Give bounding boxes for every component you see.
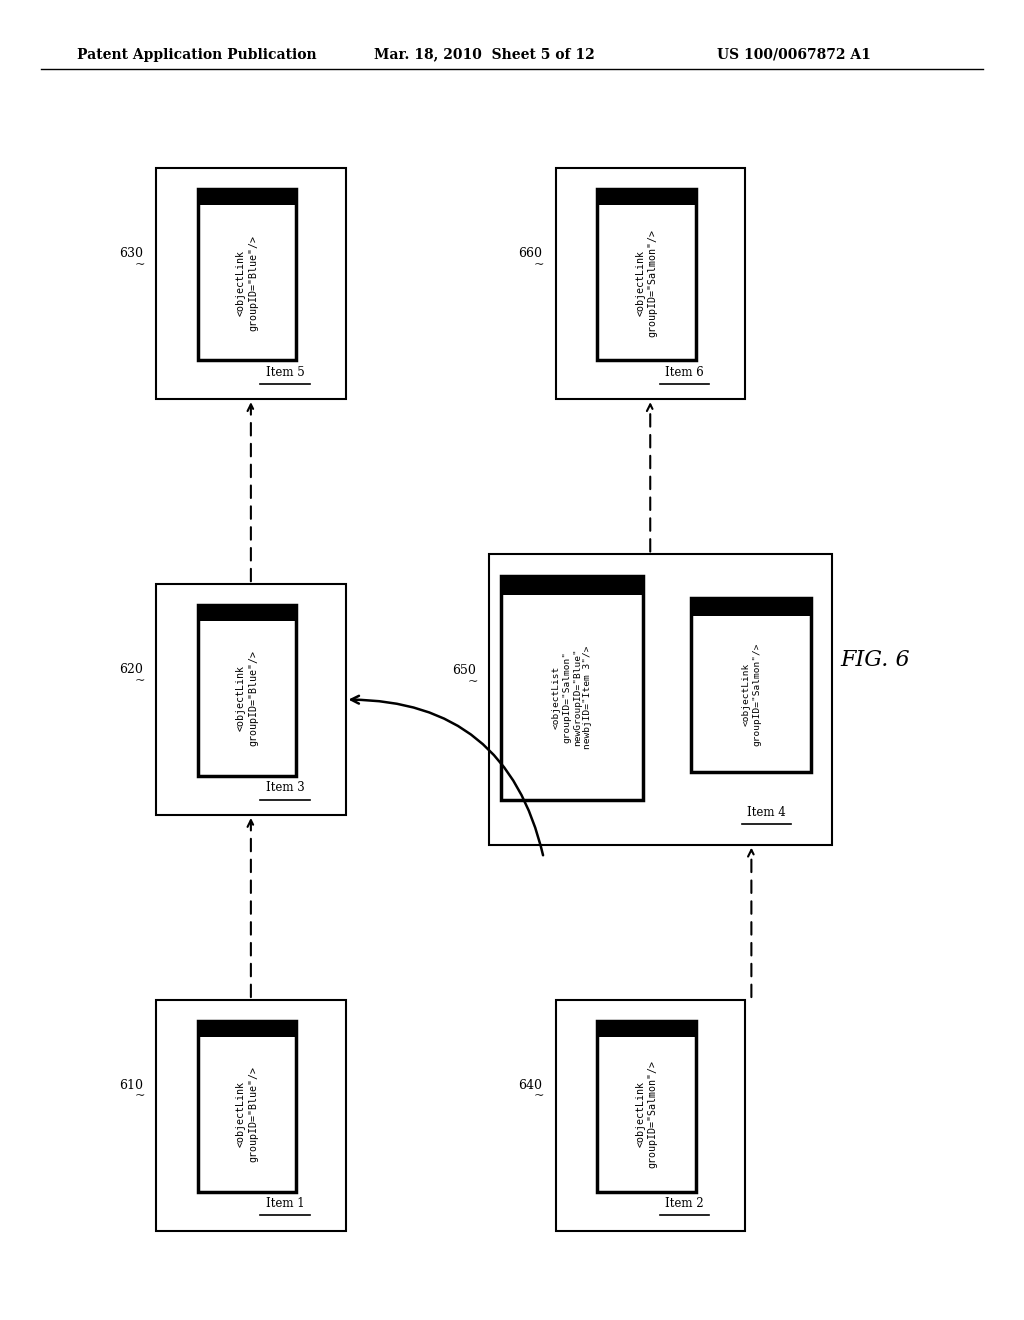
Text: <objectList
groupID="Salmon"
newGroupID="Blue"
newbjID="Item 3"/>: <objectList groupID="Salmon" newGroupID=… (552, 645, 592, 750)
Text: Item 6: Item 6 (665, 366, 703, 379)
Bar (597, 189, 695, 206)
Bar (501, 576, 643, 800)
Text: ~: ~ (534, 1089, 545, 1102)
Text: 630: 630 (119, 247, 142, 260)
Text: 640: 640 (518, 1078, 543, 1092)
Bar (489, 554, 831, 845)
Text: FIG. 6: FIG. 6 (841, 649, 910, 671)
Text: Patent Application Publication: Patent Application Publication (77, 48, 316, 62)
Text: ~: ~ (467, 675, 477, 688)
Bar (691, 598, 811, 616)
Text: <objectLink
groupID="Salmon"/>: <objectLink groupID="Salmon"/> (636, 1060, 657, 1168)
Bar (156, 1001, 346, 1230)
Text: 650: 650 (452, 664, 475, 677)
Text: Item 4: Item 4 (748, 805, 786, 818)
Text: 660: 660 (518, 247, 543, 260)
Text: Item 1: Item 1 (265, 1197, 304, 1210)
Text: <objectLink
groupID="Blue"/>: <objectLink groupID="Blue"/> (237, 651, 258, 747)
Text: ~: ~ (134, 257, 145, 271)
Bar (198, 605, 296, 622)
Text: 610: 610 (119, 1078, 142, 1092)
Bar (156, 585, 346, 816)
Text: ~: ~ (534, 257, 545, 271)
Text: Item 5: Item 5 (265, 366, 304, 379)
Bar (198, 1020, 296, 1038)
Text: <objectLink
groupID="Blue"/>: <objectLink groupID="Blue"/> (237, 1067, 258, 1163)
Text: Item 2: Item 2 (665, 1197, 703, 1210)
Text: US 100/0067872 A1: US 100/0067872 A1 (717, 48, 870, 62)
Bar (597, 189, 695, 360)
Bar (555, 1001, 745, 1230)
Bar (156, 168, 346, 399)
Text: ~: ~ (134, 1089, 145, 1102)
Bar (597, 1020, 695, 1192)
Text: <objectLink
groupID="Blue"/>: <objectLink groupID="Blue"/> (237, 235, 258, 331)
Bar (198, 1020, 296, 1192)
Text: <objectLink
groupID="Salmon"/>: <objectLink groupID="Salmon"/> (741, 643, 761, 746)
Bar (198, 189, 296, 206)
Bar (597, 1020, 695, 1038)
Text: <objectLink
groupID="Salmon"/>: <objectLink groupID="Salmon"/> (636, 228, 657, 337)
Bar (555, 168, 745, 399)
Text: 620: 620 (119, 663, 142, 676)
Bar (501, 577, 643, 595)
Bar (198, 605, 296, 776)
Text: Mar. 18, 2010  Sheet 5 of 12: Mar. 18, 2010 Sheet 5 of 12 (374, 48, 595, 62)
Text: Item 3: Item 3 (265, 781, 304, 795)
Text: ~: ~ (134, 673, 145, 686)
Bar (691, 598, 811, 772)
Bar (198, 189, 296, 360)
FancyArrowPatch shape (351, 696, 543, 855)
